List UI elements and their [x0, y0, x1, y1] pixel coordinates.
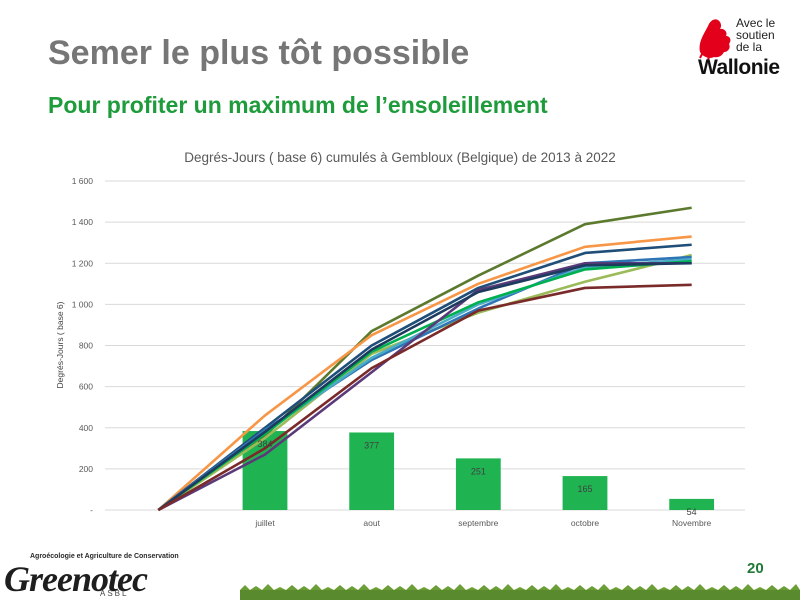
- x-tick-label: juillet: [254, 518, 275, 528]
- bar-value-label: 384: [257, 439, 272, 449]
- series-line: [157, 243, 692, 512]
- y-axis-label: Degrés-Jours ( base 6): [55, 301, 65, 388]
- x-tick-label: septembre: [458, 518, 498, 528]
- bar-value-label: 165: [577, 484, 592, 494]
- y-tick-label: -: [90, 505, 93, 515]
- series-line: [157, 257, 692, 512]
- y-tick-label: 200: [79, 464, 93, 474]
- bar-value-label: 377: [364, 440, 379, 450]
- wallonie-support-text: Avec le soutien de la: [736, 17, 775, 53]
- y-tick-label: 600: [79, 382, 93, 392]
- greenotec-asbl: ASBL: [100, 589, 129, 598]
- greenotec-logo: Greenotec: [4, 559, 148, 599]
- bar: [349, 432, 395, 510]
- wallonie-line3: de la: [736, 40, 763, 54]
- bar: [669, 498, 715, 510]
- series-line: [157, 206, 692, 512]
- x-tick-label: aout: [363, 518, 380, 528]
- wallonie-name: Wallonie: [698, 56, 780, 79]
- y-tick-label: 1 200: [72, 258, 94, 268]
- x-tick-label: octobre: [571, 518, 600, 528]
- series-line: [157, 255, 692, 512]
- series-line: [157, 283, 692, 512]
- bar: [455, 458, 501, 510]
- series-line: [157, 261, 692, 512]
- chart-title: Degrés-Jours ( base 6) cumulés à Gemblou…: [184, 150, 616, 165]
- bar: [562, 476, 608, 510]
- y-tick-label: 1 600: [72, 176, 94, 186]
- y-tick-label: 800: [79, 341, 93, 351]
- wallonie-rooster-icon: [699, 19, 731, 61]
- degree-days-chart: Degrés-Jours ( base 6) cumulés à Gemblou…: [55, 150, 745, 528]
- wallonie-line2: soutien: [736, 28, 775, 42]
- series-line: [157, 235, 692, 511]
- wallonie-line1: Avec le: [736, 16, 776, 30]
- y-tick-label: 400: [79, 423, 93, 433]
- series-line: [157, 261, 692, 512]
- y-tick-label: 1 000: [72, 299, 94, 309]
- y-tick-label: 1 400: [72, 217, 94, 227]
- grass-decoration: [240, 584, 800, 600]
- x-tick-label: Novembre: [672, 518, 711, 528]
- slide-title: Semer le plus tôt possible: [48, 34, 470, 72]
- slide-subtitle: Pour profiter un maximum de l’ensoleille…: [48, 92, 548, 118]
- bar-value-label: 251: [471, 466, 486, 476]
- page-number: 20: [747, 560, 764, 577]
- greenotec-tagline: Agroécologie et Agriculture de Conservat…: [30, 553, 179, 560]
- bar-value-label: 54: [687, 507, 697, 517]
- series-line: [157, 259, 692, 512]
- series-line: [157, 253, 692, 512]
